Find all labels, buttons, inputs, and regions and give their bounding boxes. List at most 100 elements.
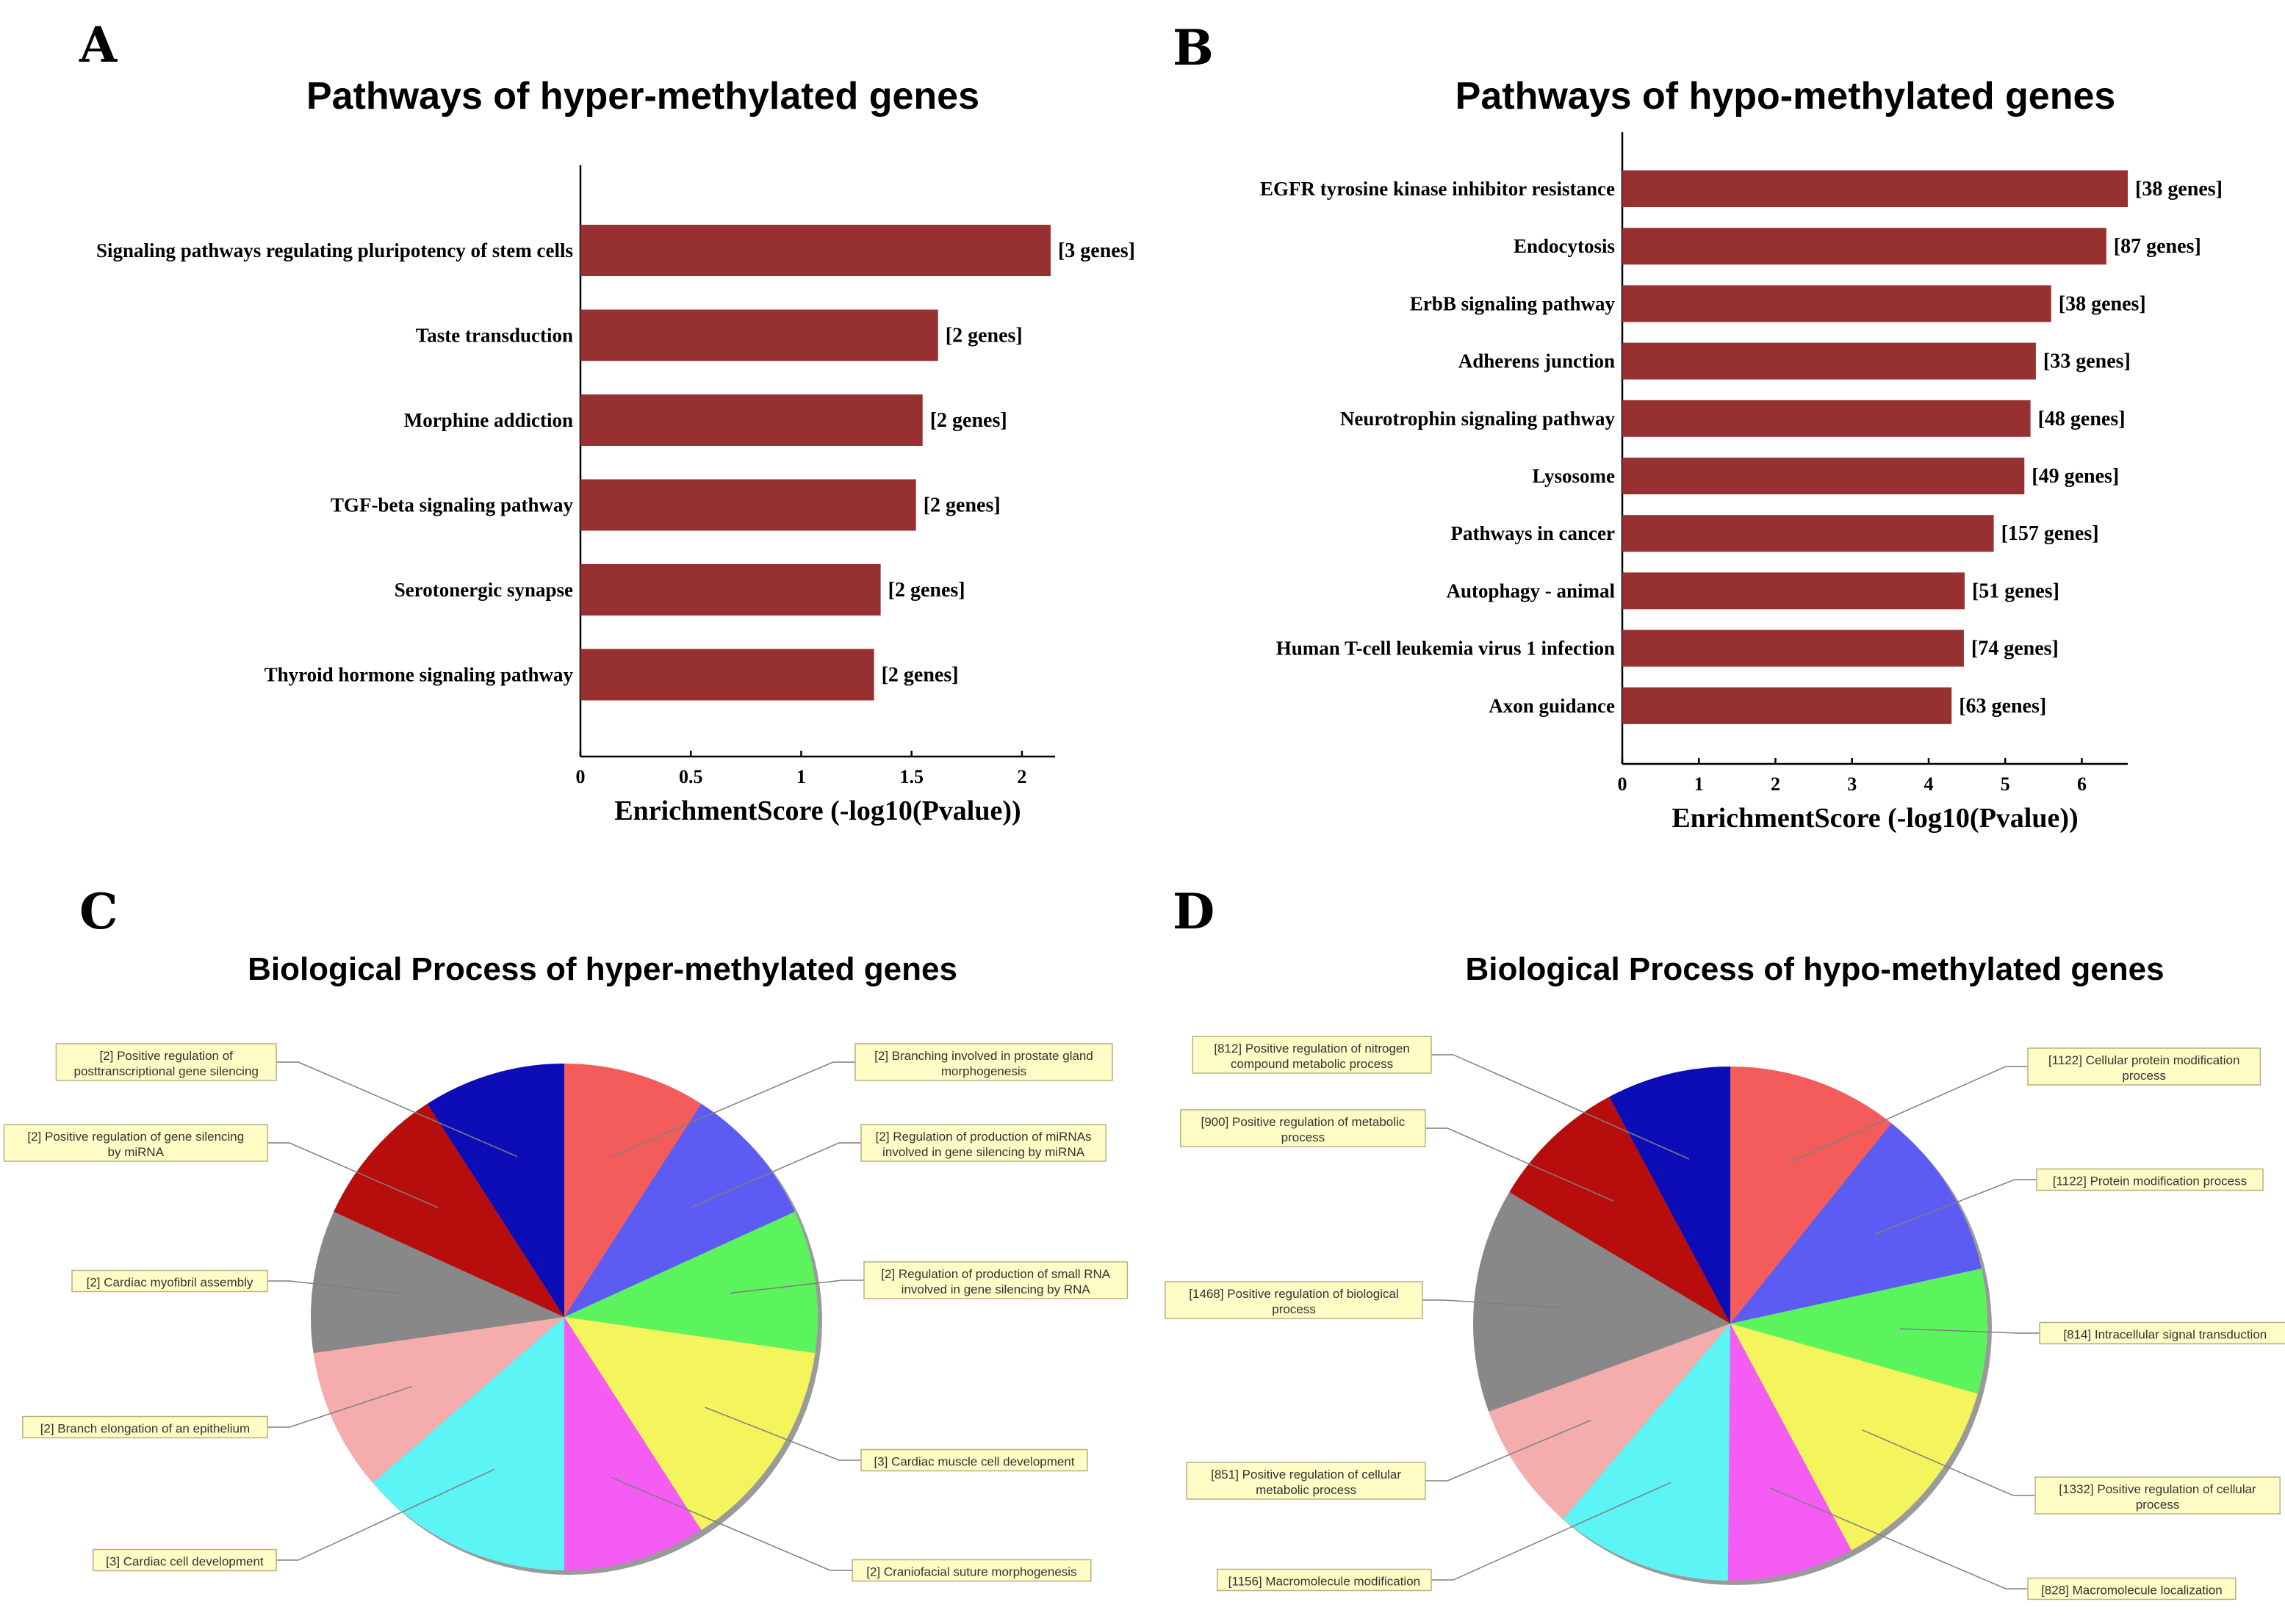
chart-b-bar-value-label-4: [33 genes] bbox=[2043, 350, 2131, 373]
chart-a-bar-6 bbox=[580, 649, 874, 701]
chart-c-leader-line-10 bbox=[276, 1061, 518, 1158]
chart-d-leader-line-3 bbox=[1899, 1328, 2040, 1334]
chart-b-x-tick-label-3: 3 bbox=[1847, 773, 1857, 795]
chart-c-slice-3 bbox=[564, 1211, 818, 1354]
chart-a-category-label-2: Taste transduction bbox=[416, 325, 573, 347]
chart-a-x-tick-label-3: 1.5 bbox=[899, 766, 924, 787]
chart-c-label-box-4 bbox=[860, 1448, 1088, 1472]
chart-a-bar-value-label-1: [3 genes] bbox=[1058, 239, 1135, 262]
chart-d-label-box-1 bbox=[2027, 1047, 2261, 1086]
chart-a-bar-value-label-5: [2 genes] bbox=[888, 579, 965, 602]
chart-d-slice-label-2: [1122] Protein modification process bbox=[2053, 1174, 2247, 1188]
chart-d-label-box-7 bbox=[1186, 1462, 1426, 1500]
chart-d-label-box-6 bbox=[1217, 1568, 1432, 1592]
chart-d-slice-label-1: [1122] Cellular protein modification proc… bbox=[2048, 1053, 2240, 1083]
panel-d-title: Biological Process of hypo-methylated ge… bbox=[1465, 951, 2164, 987]
panel-letter-d: D bbox=[1173, 883, 1215, 940]
chart-b-category-label-10: Axon guidance bbox=[1489, 695, 1615, 717]
chart-d-slice-6 bbox=[1563, 1324, 1730, 1581]
chart-b-bar-value-label-6: [49 genes] bbox=[2032, 465, 2119, 488]
chart-d-leader-line-8 bbox=[1422, 1299, 1562, 1309]
chart-a-x-tick-label-4: 2 bbox=[1017, 766, 1026, 787]
chart-b-x-tick-label-0: 0 bbox=[1618, 773, 1627, 795]
chart-d-leader-line-9 bbox=[1425, 1127, 1613, 1202]
panel-b-title: Pathways of hypo-methylated genes bbox=[1455, 75, 2116, 118]
chart-d-slice-3 bbox=[1730, 1268, 1987, 1394]
chart-d-pie: [1122] Cellular protein modification proc… bbox=[1165, 1036, 2285, 1600]
chart-a-x-tick-label-1: 0.5 bbox=[679, 766, 703, 787]
chart-a-x-tick-label-2: 1 bbox=[796, 766, 806, 787]
chart-b-category-label-1: EGFR tyrosine kinase inhibitor resistanc… bbox=[1260, 178, 1615, 200]
panel-letter-b: B bbox=[1173, 19, 1214, 76]
chart-c-slice-label-3: [2] Regulation of production of small RN… bbox=[881, 1267, 1110, 1296]
chart-c-label-box-3 bbox=[863, 1261, 1129, 1299]
chart-c-label-box-8 bbox=[71, 1269, 268, 1293]
chart-b-bar-8 bbox=[1622, 572, 1965, 610]
chart-c-slice-4 bbox=[564, 1317, 816, 1531]
chart-a-category-label-5: Serotonergic synapse bbox=[395, 579, 573, 601]
chart-d-slice-1 bbox=[1730, 1067, 1892, 1324]
chart-d-slice-4 bbox=[1730, 1324, 1978, 1551]
chart-b-bar-value-label-5: [48 genes] bbox=[2038, 408, 2126, 430]
chart-b-bar-2 bbox=[1622, 228, 2106, 265]
chart-d-leader-line-10 bbox=[1431, 1054, 1690, 1160]
chart-a-bar-3 bbox=[580, 394, 923, 446]
chart-c-slice-label-8: [2] Cardiac myofibril assembly bbox=[87, 1276, 253, 1290]
chart-b-x-tick-label-4: 4 bbox=[1924, 773, 1933, 795]
chart-d-slice-label-10: [812] Positive regulation of nitrogen com… bbox=[1214, 1042, 1410, 1071]
chart-d-slice-9 bbox=[1509, 1097, 1730, 1324]
chart-d-slice-label-6: [1156] Macromolecule modification bbox=[1228, 1575, 1420, 1589]
chart-b-x-tick-label-2: 2 bbox=[1771, 773, 1780, 795]
chart-b-bar-9 bbox=[1622, 629, 1964, 667]
chart-a-bar-value-label-4: [2 genes] bbox=[924, 494, 1001, 517]
chart-b-bar-value-label-10: [63 genes] bbox=[1959, 695, 2046, 718]
chart-c-leader-line-9 bbox=[267, 1142, 439, 1208]
chart-c-leader-line-5 bbox=[611, 1476, 852, 1571]
chart-c-label-box-7 bbox=[22, 1415, 268, 1439]
chart-c-slice-10 bbox=[427, 1064, 564, 1317]
chart-b-x-tick-label-1: 1 bbox=[1694, 773, 1704, 795]
chart-d-slice-label-8: [1468] Positive regulation of biological… bbox=[1189, 1287, 1398, 1316]
chart-c-slice-2 bbox=[564, 1103, 795, 1317]
chart-a-bar-2 bbox=[580, 309, 938, 361]
chart-c-slice-label-6: [3] Cardiac cell development bbox=[106, 1555, 264, 1569]
chart-d-slice-label-9: [900] Positive regulation of metabolic pr… bbox=[1201, 1115, 1405, 1144]
chart-d-slice-label-5: [828] Macromolecule localization bbox=[2041, 1584, 2223, 1598]
chart-a-category-label-1: Signaling pathways regulating pluripoten… bbox=[96, 239, 573, 261]
chart-c-slice-9 bbox=[334, 1103, 564, 1317]
chart-a-bar-value-label-3: [2 genes] bbox=[930, 409, 1007, 432]
chart-b-bar-7 bbox=[1622, 515, 1994, 552]
chart-c-slice-label-5: [2] Craniofacial suture morphogenesis bbox=[866, 1565, 1076, 1579]
chart-b-bar-4 bbox=[1622, 342, 2036, 380]
chart-b-category-label-6: Lysosome bbox=[1532, 465, 1615, 487]
chart-a-x-axis-label: EnrichmentScore (-log10(Pvalue)) bbox=[614, 795, 1021, 826]
chart-d-slice-7 bbox=[1489, 1324, 1730, 1520]
chart-a-category-label-4: TGF-beta signaling pathway bbox=[331, 494, 574, 516]
chart-c-leader-line-8 bbox=[267, 1280, 399, 1294]
chart-c-slice-label-1: [2] Branching involved in prostate gland… bbox=[874, 1049, 1093, 1078]
chart-d-leader-line-7 bbox=[1425, 1419, 1591, 1482]
chart-c-pie: [2] Branching involved in prostate gland… bbox=[3, 1043, 1129, 1582]
chart-c-slice-label-4: [3] Cardiac muscle cell development bbox=[874, 1455, 1074, 1469]
chart-d-slice-2 bbox=[1730, 1123, 1982, 1324]
chart-b-bar-value-label-9: [74 genes] bbox=[1971, 638, 2059, 660]
chart-b-x-tick-label-5: 5 bbox=[2001, 773, 2010, 795]
chart-c-label-box-5 bbox=[852, 1559, 1092, 1582]
chart-c-slice-8 bbox=[310, 1211, 564, 1354]
chart-d-label-box-2 bbox=[2036, 1168, 2264, 1191]
chart-b-category-label-8: Autophagy - animal bbox=[1446, 580, 1615, 602]
chart-d-label-box-10 bbox=[1192, 1036, 1432, 1074]
chart-b-bar-value-label-8: [51 genes] bbox=[1972, 580, 2059, 602]
chart-d-leader-line-4 bbox=[1862, 1429, 2035, 1496]
chart-b-category-label-9: Human T-cell leukemia virus 1 infection bbox=[1276, 638, 1615, 660]
chart-b-category-label-3: ErbB signaling pathway bbox=[1410, 292, 1616, 314]
chart-b-bars: EGFR tyrosine kinase inhibitor resistanc… bbox=[1260, 132, 2223, 834]
chart-a-bar-5 bbox=[580, 564, 881, 616]
chart-c-slice-label-2: [2] Regulation of production of miRNAs in… bbox=[876, 1130, 1092, 1159]
chart-d-slice-label-7: [851] Positive regulation of cellular met… bbox=[1211, 1468, 1401, 1497]
chart-d-leader-line-2 bbox=[1874, 1179, 2037, 1235]
chart-c-label-box-6 bbox=[93, 1548, 277, 1572]
chart-b-bar-value-label-1: [38 genes] bbox=[2135, 178, 2223, 201]
chart-a-x-tick-label-0: 0 bbox=[576, 766, 586, 787]
chart-b-bar-value-label-3: [38 genes] bbox=[2059, 292, 2146, 315]
